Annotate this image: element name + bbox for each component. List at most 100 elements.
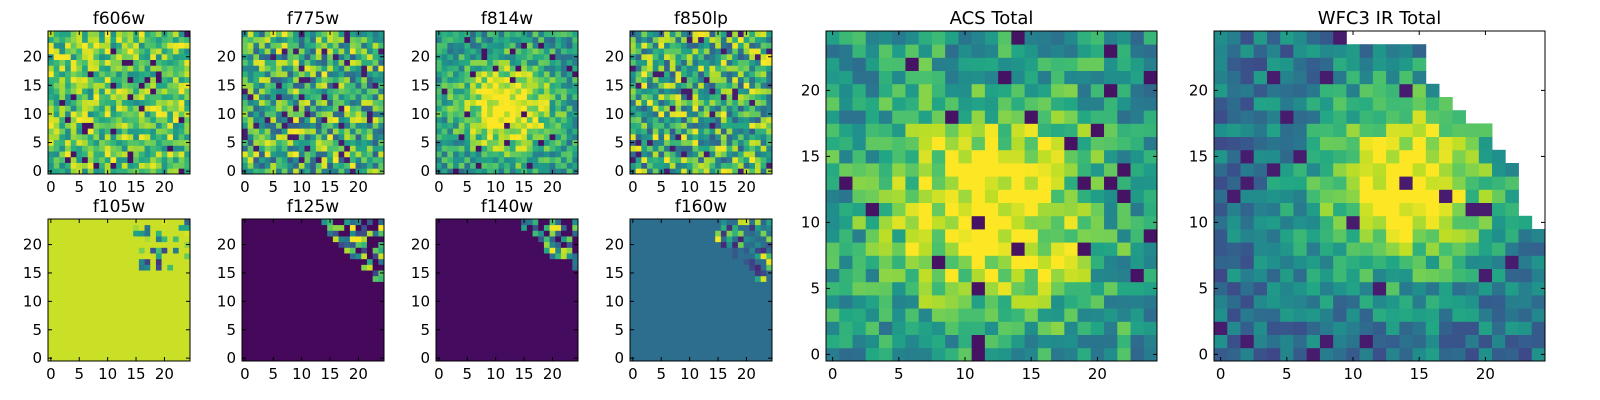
heatmap-cell [253, 31, 260, 38]
heatmap-cell [1064, 97, 1078, 111]
heatmap-cell [327, 65, 334, 72]
heatmap-cell [1531, 321, 1546, 335]
heatmap-cell [361, 42, 368, 49]
heatmap-cell [1425, 163, 1440, 177]
y-tick-label: 0 [226, 162, 236, 180]
heatmap-cell [441, 71, 448, 78]
heatmap-cell [167, 304, 174, 311]
x-tick-label: 0 [240, 178, 250, 196]
heatmap-cell [515, 42, 522, 49]
heatmap-cell [65, 349, 72, 356]
heatmap-cell [566, 151, 573, 158]
heatmap-cell [338, 71, 345, 78]
heatmap-cell [172, 36, 180, 43]
heatmap-cell [521, 88, 528, 95]
heatmap-cell [321, 59, 328, 66]
heatmap-cell [293, 111, 300, 118]
heatmap-cell [509, 133, 516, 141]
heatmap-cell [647, 71, 654, 78]
heatmap-cell [572, 71, 579, 78]
heatmap-cell [127, 59, 134, 66]
heatmap-cell [754, 82, 762, 89]
heatmap-cell [138, 105, 145, 112]
heatmap-cell [361, 59, 368, 66]
heatmap-cell [82, 151, 89, 158]
heatmap-cell [572, 59, 579, 66]
heatmap-cell [1293, 255, 1308, 269]
heatmap-cell [321, 309, 328, 316]
heatmap-cell [332, 332, 339, 339]
heatmap-cell [264, 65, 271, 72]
heatmap-cell [515, 156, 522, 163]
heatmap-cell [172, 275, 180, 282]
heatmap-cell [264, 48, 271, 55]
heatmap-cell [327, 53, 334, 60]
heatmap-cell [1266, 229, 1281, 243]
heatmap-cell [560, 116, 568, 123]
heatmap-cell [560, 31, 568, 38]
heatmap-cell [1465, 123, 1480, 137]
heatmap-cell [53, 236, 60, 243]
heatmap-cell [998, 308, 1012, 322]
heatmap-cell [59, 31, 66, 38]
heatmap-cell [1024, 202, 1039, 217]
heatmap-cell [509, 93, 516, 101]
heatmap-cell [253, 145, 260, 152]
heatmap-cell [116, 156, 123, 163]
x-tick-label: 5 [656, 178, 666, 196]
heatmap-cell [498, 99, 505, 106]
heatmap-cell [675, 82, 682, 89]
heatmap-cell [276, 53, 283, 60]
heatmap-cell [110, 162, 117, 169]
heatmap-cell [287, 59, 294, 66]
heatmap-cell [698, 128, 705, 135]
heatmap-cell [161, 59, 168, 66]
heatmap-cell [281, 258, 288, 265]
heatmap-cell [253, 139, 260, 146]
heatmap-cell [905, 70, 920, 85]
heatmap-cell [1240, 334, 1255, 349]
heatmap-cell [366, 93, 374, 101]
heatmap-cell [447, 48, 454, 55]
heatmap-cell [281, 59, 288, 66]
heatmap-cell [293, 93, 300, 101]
heatmap-cell [161, 93, 168, 101]
heatmap-cell [760, 105, 767, 112]
heatmap-cell [892, 149, 906, 164]
heatmap-cell [110, 298, 117, 305]
heatmap-cell [470, 128, 477, 135]
heatmap-cell [635, 133, 642, 141]
heatmap-cell [1306, 163, 1321, 177]
heatmap-cell [652, 93, 659, 101]
heatmap-cell [167, 349, 174, 356]
heatmap-cell [749, 93, 756, 101]
heatmap-cell [1346, 347, 1361, 362]
heatmap-cell [338, 59, 345, 66]
heatmap-cell [1064, 149, 1078, 164]
heatmap-cell [327, 315, 334, 322]
heatmap-cell [481, 145, 488, 152]
heatmap-cell [76, 275, 83, 282]
heatmap-cell [264, 151, 271, 158]
heatmap-cell [766, 36, 773, 43]
heatmap-cell [1037, 229, 1052, 243]
heatmap-cell [715, 128, 722, 135]
heatmap-cell [652, 156, 659, 163]
heatmap-cell [281, 253, 288, 260]
heatmap-cell [378, 304, 385, 311]
heatmap-cell [675, 93, 682, 101]
heatmap-cell [464, 111, 471, 118]
heatmap-cell [958, 123, 973, 137]
heatmap-cell [304, 355, 311, 362]
heatmap-cell [87, 82, 94, 89]
heatmap-cell [1214, 308, 1228, 322]
heatmap-cell [48, 349, 55, 356]
heatmap-cell [259, 270, 266, 277]
heatmap-cell [1051, 189, 1065, 203]
heatmap-cell [344, 338, 351, 345]
heatmap-cell [1465, 229, 1480, 243]
heatmap-cell [99, 298, 106, 305]
heatmap-cell [532, 31, 539, 38]
heatmap-cell [1051, 136, 1065, 151]
heatmap-cell [87, 304, 94, 311]
